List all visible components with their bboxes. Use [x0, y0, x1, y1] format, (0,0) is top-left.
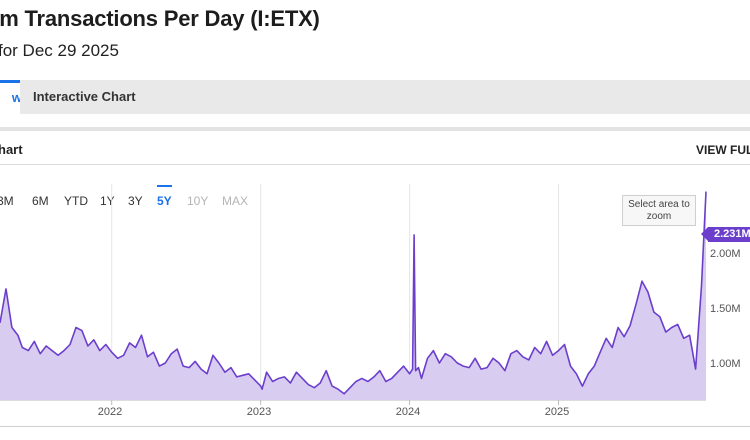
- x-tick-label: 2023: [246, 406, 272, 418]
- range-button-1y[interactable]: 1Y: [100, 194, 115, 208]
- y-tick-label: 2.00M: [710, 248, 741, 260]
- tab-bar: [0, 80, 750, 114]
- zoom-hint: Select area to zoom: [622, 195, 696, 226]
- tab-interactive-chart[interactable]: Interactive Chart: [33, 89, 136, 104]
- range-button-6m[interactable]: 6M: [32, 194, 49, 208]
- range-button-3m[interactable]: 3M: [0, 194, 14, 208]
- series-area: [0, 191, 706, 400]
- y-tick-label: 1.00M: [710, 358, 741, 370]
- x-tick-label: 2022: [97, 406, 123, 418]
- series-line: [0, 191, 707, 395]
- chart-bottom-border: [0, 426, 750, 427]
- x-tick-label: 2024: [395, 406, 421, 418]
- section-title: hart: [0, 142, 23, 157]
- range-button-5y[interactable]: 5Y: [157, 185, 172, 208]
- y-tick-label: 1.50M: [710, 303, 741, 315]
- last-value-badge: 2.231M: [701, 227, 750, 242]
- section-divider: [0, 127, 750, 131]
- tab-overview-label: w: [12, 83, 20, 113]
- x-tick-label: 2025: [544, 406, 570, 418]
- page-subtitle: for Dec 29 2025: [0, 41, 119, 60]
- range-button-10y[interactable]: 10Y: [187, 194, 209, 208]
- range-button-3y[interactable]: 3Y: [128, 194, 143, 208]
- range-button-ytd[interactable]: YTD: [64, 194, 88, 208]
- page-title: um Transactions Per Day (I:ETX): [0, 6, 320, 31]
- tab-overview[interactable]: w: [0, 80, 20, 114]
- range-button-max[interactable]: MAX: [222, 194, 249, 208]
- view-full-link[interactable]: VIEW FULL: [696, 143, 750, 157]
- header-divider: [0, 164, 750, 165]
